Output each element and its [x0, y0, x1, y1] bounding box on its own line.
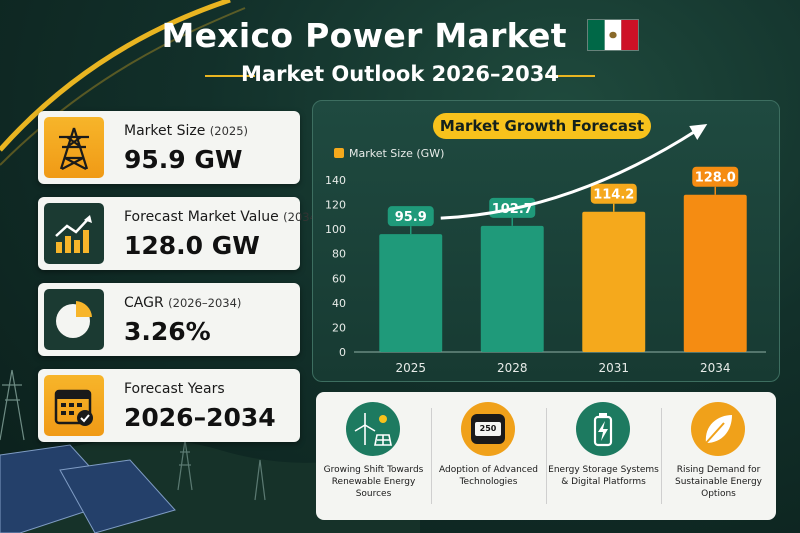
y-tick-label: 0 — [339, 346, 346, 359]
driver-sustainability: Rising Demand for Sustainable Energy Opt… — [661, 392, 776, 520]
driver-text: Adoption of Advanced Technologies — [438, 465, 539, 487]
trend-arrow-head — [689, 124, 708, 140]
stat-value: 128.0 GW — [124, 231, 260, 260]
driver-storage: Energy Storage Systems & Digital Platfor… — [546, 392, 661, 520]
title-text: Mexico Power Market — [161, 16, 567, 55]
stat-card-cagr: CAGR (2026–2034) 3.26% — [38, 283, 300, 356]
divider — [431, 408, 432, 504]
leaf-icon — [691, 402, 745, 456]
divider — [661, 408, 662, 504]
data-label-badge — [590, 183, 637, 204]
stat-value: 2026–2034 — [124, 403, 276, 432]
stat-label: CAGR (2026–2034) — [124, 295, 242, 311]
legend-swatch — [334, 148, 344, 158]
stat-label: Market Size (2025) — [124, 123, 249, 139]
trend-arrow-line — [440, 128, 699, 220]
gold-swoosh-faint — [0, 7, 246, 166]
driver-text: Growing Shift Towards Renewable Energy S… — [323, 465, 424, 499]
data-label-badge — [387, 206, 434, 227]
subtitle-rule-left — [205, 75, 255, 77]
bar-chart: Market Size (GW) 0 20 40 60 80 100 120 140 95.9 20… — [325, 124, 766, 375]
bar-2025 — [379, 234, 443, 352]
bar-2028 — [480, 225, 544, 352]
x-tick-label: 2034 — [700, 361, 731, 375]
data-label: 114.2 — [593, 188, 634, 203]
legend-label: Market Size (GW) — [349, 147, 444, 160]
solar-panels — [0, 444, 176, 533]
stat-value: 3.26% — [124, 317, 211, 346]
y-tick-label: 60 — [332, 272, 346, 285]
y-tick-label: 100 — [325, 223, 346, 236]
bar-2031 — [582, 211, 646, 352]
x-tick-label: 2028 — [497, 361, 528, 375]
power-pylon-left — [0, 369, 25, 441]
y-tick-label: 140 — [325, 174, 346, 187]
pie-chart-icon — [44, 289, 104, 350]
mexico-flag-icon — [586, 18, 639, 51]
driver-technology: 250 Adoption of Advanced Technologies — [431, 392, 546, 520]
page-subtitle: Market Outlook 2026–2034 — [241, 62, 559, 86]
stat-label: Forecast Market Value (2034) — [124, 209, 322, 225]
y-tick-label: 120 — [325, 199, 346, 212]
data-label: 95.9 — [395, 210, 427, 225]
subtitle-rule-right — [545, 75, 595, 77]
transmission-tower-icon — [44, 117, 104, 178]
y-tick-label: 80 — [332, 248, 346, 261]
data-label: 128.0 — [695, 171, 736, 186]
chart-title: Market Growth Forecast — [433, 113, 651, 139]
power-pylon-center — [177, 439, 266, 501]
driver-renewables: Growing Shift Towards Renewable Energy S… — [316, 392, 431, 520]
smart-meter-icon: 250 — [461, 402, 515, 456]
gold-swoosh — [0, 0, 231, 152]
stat-card-forecast-years: Forecast Years 2026–2034 — [38, 369, 300, 442]
y-tick-label: 20 — [332, 321, 346, 334]
x-tick-label: 2025 — [395, 361, 426, 375]
stat-card-forecast-value: Forecast Market Value (2034) 128.0 GW — [38, 197, 321, 270]
data-label-badge — [692, 166, 739, 187]
calendar-check-icon — [44, 375, 104, 436]
market-drivers-panel: Growing Shift Towards Renewable Energy S… — [316, 392, 776, 520]
page-title: Mexico Power Market — [0, 16, 800, 55]
x-tick-label: 2031 — [598, 361, 629, 375]
divider — [546, 408, 547, 504]
driver-text: Rising Demand for Sustainable Energy Opt… — [675, 465, 762, 499]
stat-label: Forecast Years — [124, 381, 225, 397]
growth-chart-icon — [44, 203, 104, 264]
bar-2034 — [683, 194, 747, 352]
stat-value: 95.9 GW — [124, 145, 243, 174]
stat-card-market-size: Market Size (2025) 95.9 GW — [38, 111, 300, 184]
y-tick-label: 40 — [332, 297, 346, 310]
battery-icon — [576, 402, 630, 456]
driver-text: Energy Storage Systems & Digital Platfor… — [548, 465, 659, 487]
meter-reading: 250 — [475, 422, 501, 436]
wind-solar-icon — [346, 402, 400, 456]
